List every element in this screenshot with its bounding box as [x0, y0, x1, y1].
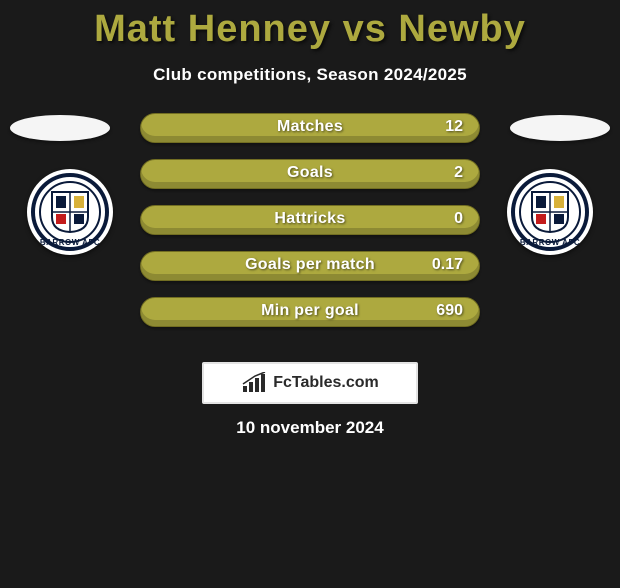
- stat-bar: Goals per match 0.17: [140, 251, 480, 281]
- player-right-oval: [510, 115, 610, 141]
- page-title: Matt Henney vs Newby: [0, 8, 620, 51]
- stat-value: 0: [454, 210, 463, 228]
- stat-bar: Min per goal 690: [140, 297, 480, 327]
- subtitle: Club competitions, Season 2024/2025: [0, 65, 620, 85]
- stat-bar: Hattricks 0: [140, 205, 480, 235]
- stat-bar: Goals 2: [140, 159, 480, 189]
- comparison-stage: BARROW AFC BARROW AFC Matches 12 Goals 2…: [0, 113, 620, 373]
- stat-label: Matches: [141, 118, 479, 136]
- stat-value: 12: [445, 118, 463, 136]
- stat-label: Goals: [141, 164, 479, 182]
- stat-bars: Matches 12 Goals 2 Hattricks 0 Goals per…: [140, 113, 480, 343]
- date-text: 10 november 2024: [0, 418, 620, 438]
- brand-box: FcTables.com: [202, 362, 418, 404]
- club-crest-left: BARROW AFC: [27, 169, 113, 255]
- shield-icon: [531, 191, 569, 233]
- stat-value: 0.17: [432, 256, 463, 274]
- brand-text: FcTables.com: [273, 374, 379, 392]
- shield-icon: [51, 191, 89, 233]
- player-left-oval: [10, 115, 110, 141]
- stat-bar: Matches 12: [140, 113, 480, 143]
- stat-value: 2: [454, 164, 463, 182]
- club-name-right: BARROW AFC: [507, 238, 593, 247]
- stat-label: Hattricks: [141, 210, 479, 228]
- stat-label: Min per goal: [141, 302, 479, 320]
- bar-chart-icon: [241, 372, 267, 394]
- club-name-left: BARROW AFC: [27, 238, 113, 247]
- stat-value: 690: [436, 302, 463, 320]
- club-crest-right: BARROW AFC: [507, 169, 593, 255]
- stat-label: Goals per match: [141, 256, 479, 274]
